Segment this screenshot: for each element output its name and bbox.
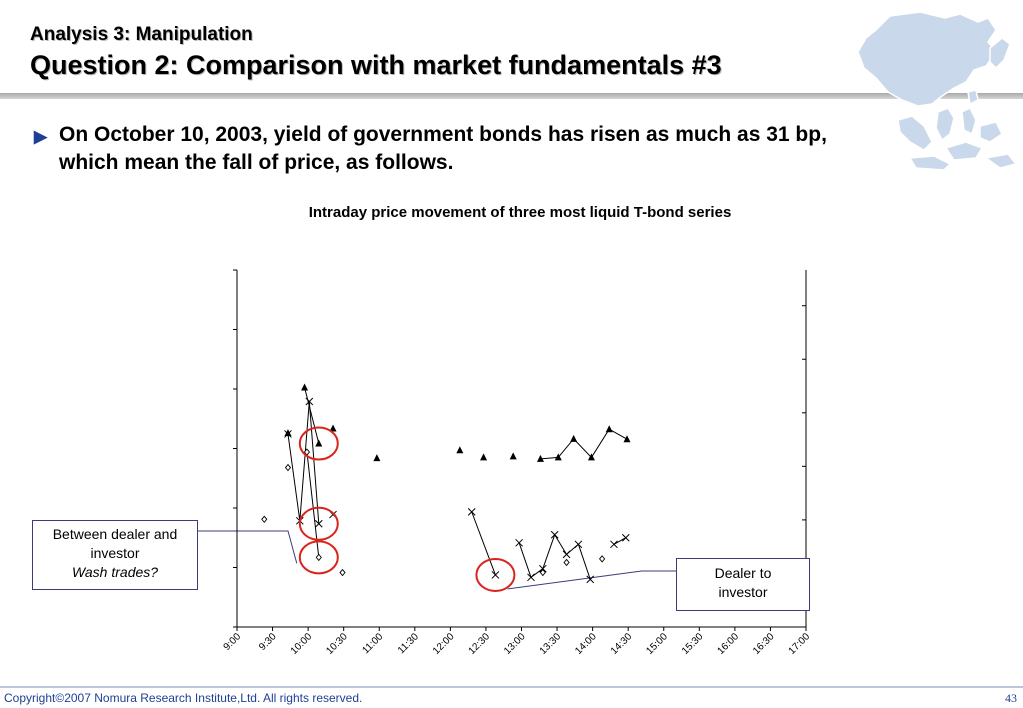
x-point	[562, 550, 571, 559]
series-line-x	[613, 537, 627, 545]
x-tick-label: 12:30	[467, 631, 493, 657]
series-line-x	[471, 511, 496, 576]
triangle-point	[284, 429, 292, 437]
diamond-point	[284, 463, 292, 472]
diamond-point	[315, 553, 322, 562]
bullet-text: On October 10, 2003, yield of government…	[59, 123, 827, 174]
x-point	[550, 530, 559, 539]
x-point	[284, 430, 292, 438]
triangle-point	[456, 446, 464, 454]
x-point	[491, 571, 500, 579]
x-tick-label: 15:30	[680, 631, 706, 657]
slide-title: Question 2: Comparison with market funda…	[30, 50, 722, 80]
x-point	[621, 533, 630, 542]
callout-b-line2: investor	[718, 584, 768, 600]
callout-dealer-to-investor: Dealer to investor	[676, 558, 810, 611]
triangle-point	[301, 383, 309, 391]
bullet-point: ▶ On October 10, 2003, yield of governme…	[34, 121, 884, 177]
triangle-point	[373, 454, 381, 462]
x-tick-label: 16:30	[751, 631, 777, 657]
x-tick-label: 9:30	[257, 631, 279, 653]
series-line-x	[287, 401, 320, 524]
callout-a-line1: Between dealer and	[52, 526, 178, 542]
x-tick-label: 10:30	[324, 631, 350, 657]
highlight-circle	[475, 557, 516, 592]
triangle-point	[329, 424, 337, 432]
callout-a-connector	[196, 530, 298, 564]
x-point	[305, 397, 314, 406]
header-divider	[0, 93, 1023, 99]
x-tick-label: 13:30	[538, 631, 564, 657]
series-line-triangle	[304, 387, 320, 444]
series-line-x	[518, 533, 591, 580]
x-tick-label: 11:30	[396, 631, 421, 656]
callout-b-line1: Dealer to	[714, 565, 772, 581]
x-tick-label: 16:00	[716, 631, 742, 657]
highlight-circle	[298, 426, 339, 461]
triangle-point	[536, 454, 544, 462]
copyright-text: Copyright©2007 Nomura Research Institute…	[4, 691, 363, 705]
footer-divider	[0, 686, 1023, 688]
bullet-arrow-icon: ▶	[34, 127, 48, 146]
diamond-point	[563, 558, 570, 567]
series-line-triangle	[540, 428, 628, 460]
x-tick-label: 13:00	[502, 631, 528, 657]
x-point	[314, 519, 323, 528]
triangle-point	[570, 434, 578, 442]
chart-title: Intraday price movement of three most li…	[308, 204, 732, 221]
x-point	[586, 575, 595, 584]
section-subtitle: Analysis 3: Manipulation	[30, 24, 253, 45]
x-tick-label: 15:00	[644, 631, 670, 657]
diamond-point	[599, 555, 606, 563]
triangle-point	[605, 425, 613, 433]
triangle-point	[509, 452, 517, 460]
x-point	[574, 540, 583, 549]
triangle-point	[587, 453, 595, 461]
x-tick-label: 11:00	[360, 631, 385, 656]
x-point	[538, 564, 547, 573]
triangle-point	[480, 453, 488, 461]
x-tick-label: 9:00	[222, 631, 244, 653]
triangle-point	[623, 435, 631, 443]
x-tick-label: 17:00	[787, 631, 813, 657]
diamond-point	[261, 515, 268, 524]
callout-a-line3: Wash trades?	[71, 564, 159, 580]
x-tick-label: 14:30	[609, 631, 635, 657]
x-point	[610, 540, 618, 549]
diamond-point	[539, 568, 546, 577]
callout-wash-trades: Between dealer and investor Wash trades?	[32, 520, 198, 590]
x-tick-label: 12:00	[431, 631, 457, 657]
x-point	[515, 538, 523, 547]
triangle-point	[315, 439, 323, 447]
x-tick-label: 14:00	[573, 631, 599, 657]
triangle-point	[554, 453, 562, 461]
asia-map-icon	[857, 11, 1018, 171]
diamond-point	[339, 568, 346, 577]
x-tick-label: 10:00	[289, 631, 315, 657]
x-point	[527, 573, 535, 582]
highlight-circle	[298, 506, 339, 541]
highlight-circle	[298, 540, 339, 575]
callout-a-line2: investor	[90, 545, 140, 561]
page-number: 43	[1005, 691, 1017, 705]
x-point	[467, 508, 476, 516]
callout-b-connector	[507, 570, 676, 590]
